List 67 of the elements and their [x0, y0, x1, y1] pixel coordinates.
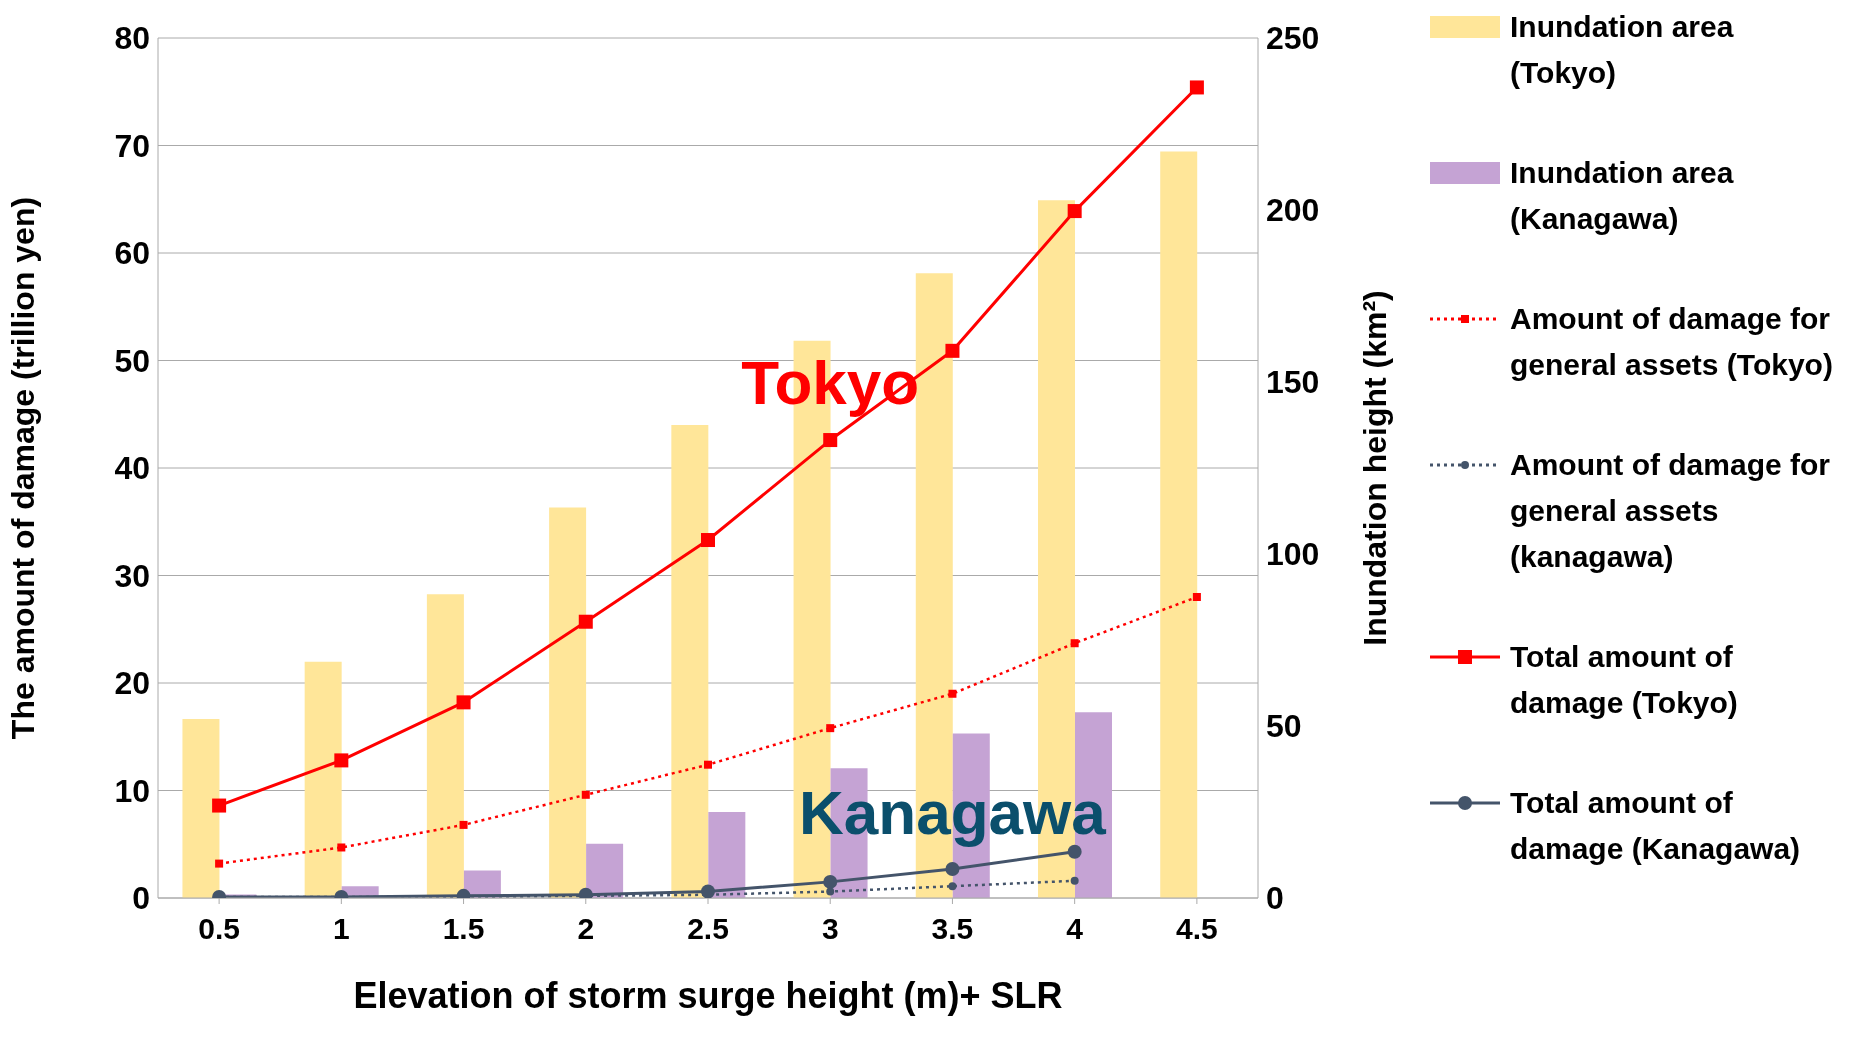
- y2-tick-label: 100: [1266, 536, 1320, 573]
- y-axis-title: The amount of damage (trillion yen): [5, 196, 42, 740]
- point: [459, 820, 468, 829]
- y2-tick-label: 250: [1266, 20, 1320, 57]
- legend-label: Total amount of damage (Kanagawa): [1510, 785, 1802, 867]
- point: [826, 724, 835, 733]
- point: [456, 695, 471, 710]
- bar: [1160, 151, 1198, 898]
- point: [1192, 593, 1201, 601]
- point: [1070, 639, 1079, 648]
- y-tick-label: 40: [114, 450, 150, 487]
- y2-axis-title: Inundation height (km²): [1357, 290, 1393, 646]
- point: [1189, 80, 1204, 95]
- point: [823, 433, 838, 448]
- y-tick-label: 50: [114, 342, 150, 379]
- x-axis-title: Elevation of storm surge height (m)+ SLR: [353, 975, 1063, 1016]
- legend-label: Amount of damage for general assets (kanagawa): [1510, 447, 1831, 575]
- bar: [549, 507, 587, 898]
- point: [826, 887, 835, 896]
- x-tick-label: 3: [821, 912, 839, 946]
- annotation: Tokyo: [741, 348, 920, 418]
- legend-label: Inundation area (Kanagawa): [1510, 155, 1735, 237]
- point: [945, 861, 960, 876]
- x-tick-label: 1: [332, 912, 350, 946]
- x-tick-label: 4: [1066, 912, 1084, 946]
- point: [334, 753, 349, 768]
- point: [1070, 876, 1079, 885]
- bar: [304, 661, 342, 898]
- y2-tick-label: 200: [1266, 192, 1320, 229]
- point: [948, 689, 957, 698]
- annotation: Kanagawa: [799, 778, 1107, 848]
- point: [578, 614, 593, 629]
- point: [948, 882, 957, 891]
- y2-tick-label: 150: [1266, 364, 1320, 401]
- y-tick-label: 70: [114, 127, 150, 164]
- point: [701, 884, 715, 898]
- bar: [708, 812, 746, 898]
- x-tick-label: 1.5: [442, 912, 485, 946]
- point: [215, 859, 224, 868]
- point: [704, 760, 712, 769]
- y-tick-label: 20: [114, 665, 150, 702]
- bar: [586, 843, 624, 898]
- bar: [182, 719, 220, 898]
- legend-label: Total amount of damage (Tokyo): [1510, 639, 1739, 721]
- y-tick-label: 10: [114, 772, 150, 809]
- point: [701, 533, 715, 548]
- y-tick-label: 60: [114, 235, 150, 272]
- point: [945, 343, 960, 358]
- x-tick-label: 2: [577, 912, 595, 946]
- y-tick-label: 0: [132, 880, 150, 917]
- y-tick-label: 80: [114, 20, 150, 57]
- point: [581, 790, 590, 799]
- bar: [671, 425, 709, 898]
- point: [1067, 204, 1082, 219]
- point: [337, 843, 346, 852]
- y2-tick-label: 0: [1266, 880, 1284, 917]
- y2-tick-label: 50: [1266, 708, 1302, 745]
- legend-label: Inundation area (Tokyo): [1510, 9, 1735, 91]
- legend-label: Amount of damage for general assets (Tokyo): [1510, 301, 1834, 383]
- point: [823, 874, 838, 889]
- x-tick-label: 0.5: [198, 912, 240, 946]
- x-tick-label: 3.5: [931, 912, 974, 946]
- bar: [426, 594, 464, 898]
- y-tick-label: 30: [114, 557, 150, 594]
- point: [212, 798, 227, 813]
- x-tick-label: 4.5: [1176, 912, 1218, 946]
- x-tick-label: 2.5: [687, 912, 729, 946]
